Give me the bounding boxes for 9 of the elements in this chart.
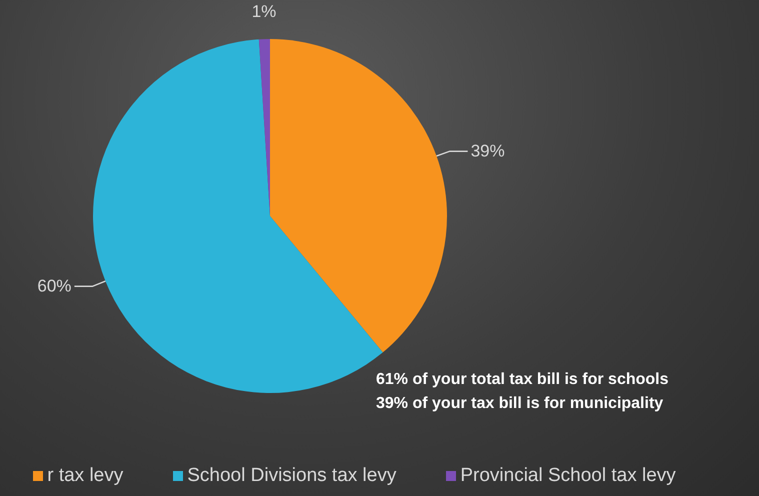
pie-slice [270,39,447,352]
data-label: 1% [252,2,276,22]
data-label: 39% [470,141,505,160]
legend-label: Provincial School tax levy [460,465,676,486]
legend-label: r tax levy [47,465,124,486]
text: 39% of your tax bill is for municipality [376,394,664,414]
data-label: 60% [37,276,72,296]
text: 61% of your total tax bill is for schools [376,370,668,390]
legend-label: School Divisions tax levy [187,465,396,486]
